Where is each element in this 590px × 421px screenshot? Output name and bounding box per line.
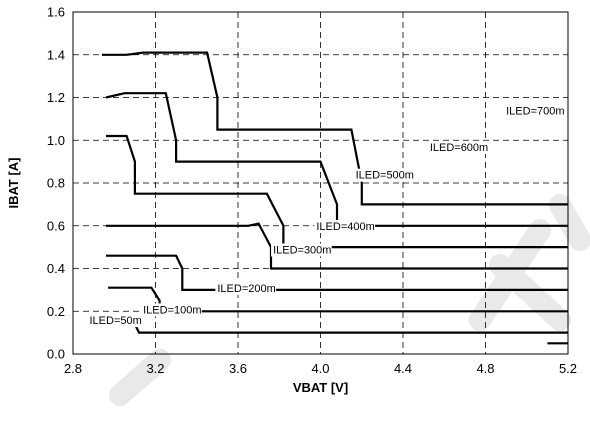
- x-tick-label: 2.8: [64, 361, 82, 376]
- y-tick-label: 1.4: [47, 47, 65, 62]
- plot-frame: [72, 11, 569, 355]
- x-tick-label: 4.0: [311, 361, 329, 376]
- label-background: [215, 282, 277, 296]
- label-background: [141, 303, 202, 317]
- y-tick-label: 0.2: [47, 304, 65, 319]
- x-tick-label: 3.6: [229, 361, 247, 376]
- x-tick-label: 4.4: [394, 361, 412, 376]
- x-tick-label: 4.8: [476, 361, 494, 376]
- series-label: ILED=200m: [217, 283, 275, 295]
- x-tick-label: 3.2: [146, 361, 164, 376]
- series-label: ILED=100m: [143, 304, 201, 316]
- series-label: ILED=300m: [273, 245, 331, 257]
- label-background: [427, 140, 489, 154]
- series-line: [101, 51, 568, 206]
- series-label: ILED=50m: [90, 315, 142, 327]
- series-label: ILED=700m: [506, 106, 564, 118]
- label-background: [87, 314, 142, 328]
- y-tick-label: 0.4: [47, 261, 65, 276]
- y-tick-label: 0.6: [47, 218, 65, 233]
- label-background: [504, 104, 565, 118]
- series-label: ILED=400m: [316, 221, 374, 233]
- x-tick-label: 5.2: [559, 361, 577, 376]
- series-label: ILED=600m: [430, 142, 488, 154]
- label-background: [353, 168, 415, 182]
- x-tick-labels: 2.8 3.2 3.6 4.0 4.4 4.8 5.2: [64, 361, 577, 376]
- label-background: [314, 220, 376, 234]
- watermark: [109, 194, 590, 406]
- y-tick-label: 1.0: [47, 133, 65, 148]
- y-axis-title: IBAT [A]: [6, 157, 21, 208]
- y-tick-label: 0.0: [47, 347, 65, 362]
- series-line: [108, 286, 568, 313]
- y-tick-labels: 0.0 0.2 0.4 0.6 0.8 1.0 1.2 1.4 1.6: [47, 5, 65, 362]
- y-tick-label: 1.6: [47, 5, 65, 20]
- y-tick-label: 0.8: [47, 176, 65, 191]
- y-tick-label: 1.2: [47, 90, 65, 105]
- label-background: [271, 243, 332, 257]
- series-line: [105, 92, 568, 227]
- series-label: ILED=500m: [356, 170, 414, 182]
- series-line: [106, 222, 568, 270]
- series-line: [106, 254, 568, 291]
- x-axis-title: VBAT [V]: [293, 380, 348, 395]
- series-line: [110, 318, 568, 334]
